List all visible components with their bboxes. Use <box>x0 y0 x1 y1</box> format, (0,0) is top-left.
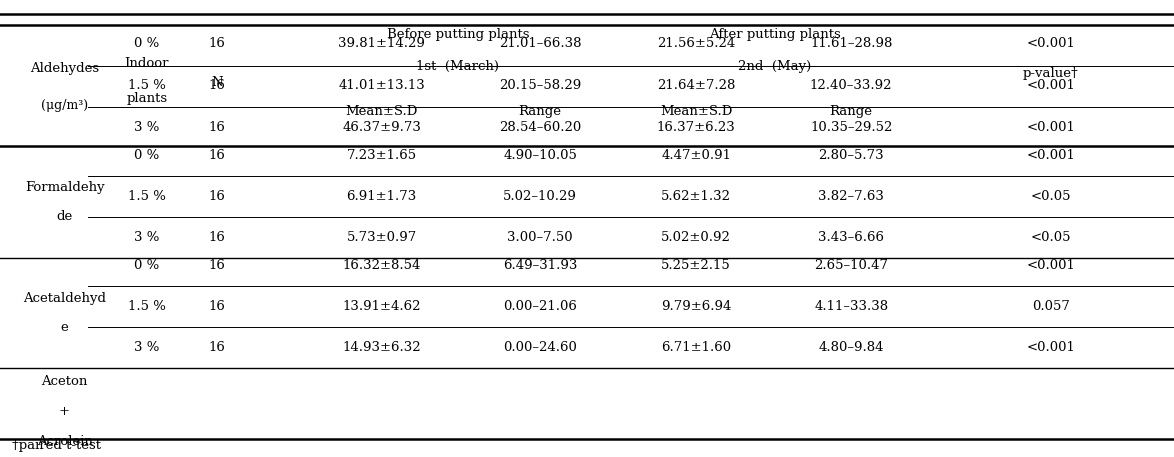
Text: 0 %: 0 % <box>134 259 160 271</box>
Text: <0.001: <0.001 <box>1026 80 1075 92</box>
Text: †paired t-test: †paired t-test <box>12 440 101 452</box>
Text: 13.91±4.62: 13.91±4.62 <box>343 300 420 313</box>
Text: 11.61–28.98: 11.61–28.98 <box>810 37 892 50</box>
Text: 5.02–10.29: 5.02–10.29 <box>504 190 576 203</box>
Text: 3.00–7.50: 3.00–7.50 <box>507 231 573 244</box>
Text: 21.64±7.28: 21.64±7.28 <box>657 80 735 92</box>
Text: +: + <box>59 405 70 418</box>
Text: 2.80–5.73: 2.80–5.73 <box>818 149 884 162</box>
Text: 16: 16 <box>209 300 225 313</box>
Text: 3.82–7.63: 3.82–7.63 <box>818 190 884 203</box>
Text: Acetaldehyd: Acetaldehyd <box>23 292 106 305</box>
Text: After putting plants: After putting plants <box>709 28 841 41</box>
Text: 16: 16 <box>209 149 225 162</box>
Text: 0 %: 0 % <box>134 149 160 162</box>
Text: 16: 16 <box>209 37 225 50</box>
Text: 1.5 %: 1.5 % <box>128 80 166 92</box>
Text: <0.05: <0.05 <box>1031 231 1071 244</box>
Text: de: de <box>56 210 73 223</box>
Text: <0.001: <0.001 <box>1026 341 1075 354</box>
Text: 6.49–31.93: 6.49–31.93 <box>502 259 578 271</box>
Text: 6.71±1.60: 6.71±1.60 <box>661 341 731 354</box>
Text: 21.56±5.24: 21.56±5.24 <box>657 37 735 50</box>
Text: Aceton: Aceton <box>41 375 88 388</box>
Text: 2nd  (May): 2nd (May) <box>738 60 811 73</box>
Text: 7.23±1.65: 7.23±1.65 <box>346 149 417 162</box>
Text: 16: 16 <box>209 190 225 203</box>
Text: 46.37±9.73: 46.37±9.73 <box>342 122 421 134</box>
Text: 0 %: 0 % <box>134 37 160 50</box>
Text: 16: 16 <box>209 122 225 134</box>
Text: 3 %: 3 % <box>134 122 160 134</box>
Text: <0.001: <0.001 <box>1026 149 1075 162</box>
Text: 16: 16 <box>209 341 225 354</box>
Text: 0.00–21.06: 0.00–21.06 <box>504 300 576 313</box>
Text: 0.00–24.60: 0.00–24.60 <box>504 341 576 354</box>
Text: 41.01±13.13: 41.01±13.13 <box>338 80 425 92</box>
Text: 39.81±14.29: 39.81±14.29 <box>338 37 425 50</box>
Text: Before putting plants: Before putting plants <box>386 28 529 41</box>
Text: <0.001: <0.001 <box>1026 122 1075 134</box>
Text: 10.35–29.52: 10.35–29.52 <box>810 122 892 134</box>
Text: 1.5 %: 1.5 % <box>128 190 166 203</box>
Text: 4.90–10.05: 4.90–10.05 <box>504 149 576 162</box>
Text: 4.47±0.91: 4.47±0.91 <box>661 149 731 162</box>
Text: 1.5 %: 1.5 % <box>128 300 166 313</box>
Text: 16.32±8.54: 16.32±8.54 <box>343 259 420 271</box>
Text: 16: 16 <box>209 231 225 244</box>
Text: 20.15–58.29: 20.15–58.29 <box>499 80 581 92</box>
Text: 5.25±2.15: 5.25±2.15 <box>661 259 731 271</box>
Text: 14.93±6.32: 14.93±6.32 <box>343 341 420 354</box>
Text: 3 %: 3 % <box>134 341 160 354</box>
Text: 16: 16 <box>209 259 225 271</box>
Text: Mean±S.D: Mean±S.D <box>660 106 733 118</box>
Text: e: e <box>61 321 68 335</box>
Text: 9.79±6.94: 9.79±6.94 <box>661 300 731 313</box>
Text: 5.02±0.92: 5.02±0.92 <box>661 231 731 244</box>
Text: Range: Range <box>830 106 872 118</box>
Text: Formaldehy: Formaldehy <box>25 181 104 194</box>
Text: 4.80–9.84: 4.80–9.84 <box>818 341 884 354</box>
Text: 5.73±0.97: 5.73±0.97 <box>346 231 417 244</box>
Text: 21.01–66.38: 21.01–66.38 <box>499 37 581 50</box>
Text: 0.057: 0.057 <box>1032 300 1070 313</box>
Text: Mean±S.D: Mean±S.D <box>345 106 418 118</box>
Text: Range: Range <box>519 106 561 118</box>
Text: (μg/m³): (μg/m³) <box>41 99 88 112</box>
Text: 1st  (March): 1st (March) <box>417 60 499 73</box>
Text: 3.43–6.66: 3.43–6.66 <box>818 231 884 244</box>
Text: plants: plants <box>126 92 168 105</box>
Text: 3 %: 3 % <box>134 231 160 244</box>
Text: 6.91±1.73: 6.91±1.73 <box>346 190 417 203</box>
Text: 12.40–33.92: 12.40–33.92 <box>810 80 892 92</box>
Text: Acrolein: Acrolein <box>36 435 93 447</box>
Text: 16: 16 <box>209 80 225 92</box>
Text: Aldehydes: Aldehydes <box>31 62 99 75</box>
Text: <0.05: <0.05 <box>1031 190 1071 203</box>
Text: 4.11–33.38: 4.11–33.38 <box>814 300 889 313</box>
Text: <0.001: <0.001 <box>1026 259 1075 271</box>
Text: p-value†: p-value† <box>1023 67 1079 80</box>
Text: 16.37±6.23: 16.37±6.23 <box>656 122 736 134</box>
Text: N: N <box>211 76 223 89</box>
Text: 28.54–60.20: 28.54–60.20 <box>499 122 581 134</box>
Text: Indoor: Indoor <box>124 58 169 70</box>
Text: <0.001: <0.001 <box>1026 37 1075 50</box>
Text: 5.62±1.32: 5.62±1.32 <box>661 190 731 203</box>
Text: 2.65–10.47: 2.65–10.47 <box>814 259 889 271</box>
